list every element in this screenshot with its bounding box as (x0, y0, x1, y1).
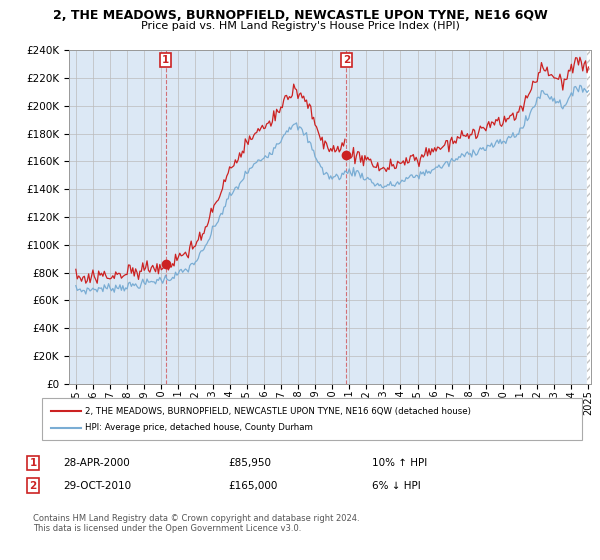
Text: 10% ↑ HPI: 10% ↑ HPI (372, 458, 427, 468)
Text: 2, THE MEADOWS, BURNOPFIELD, NEWCASTLE UPON TYNE, NE16 6QW: 2, THE MEADOWS, BURNOPFIELD, NEWCASTLE U… (53, 9, 547, 22)
Text: 1: 1 (29, 458, 37, 468)
Text: 2, THE MEADOWS, BURNOPFIELD, NEWCASTLE UPON TYNE, NE16 6QW (detached house): 2, THE MEADOWS, BURNOPFIELD, NEWCASTLE U… (85, 407, 471, 416)
Text: HPI: Average price, detached house, County Durham: HPI: Average price, detached house, Coun… (85, 423, 313, 432)
Text: 29-OCT-2010: 29-OCT-2010 (63, 480, 131, 491)
Text: 2: 2 (343, 55, 350, 65)
Text: Price paid vs. HM Land Registry's House Price Index (HPI): Price paid vs. HM Land Registry's House … (140, 21, 460, 31)
Text: 28-APR-2000: 28-APR-2000 (63, 458, 130, 468)
Text: £85,950: £85,950 (228, 458, 271, 468)
Text: 2: 2 (29, 480, 37, 491)
Bar (587, 50, 590, 384)
Text: £165,000: £165,000 (228, 480, 277, 491)
Bar (587, 50, 590, 384)
Text: Contains HM Land Registry data © Crown copyright and database right 2024.
This d: Contains HM Land Registry data © Crown c… (33, 514, 359, 534)
Text: 6% ↓ HPI: 6% ↓ HPI (372, 480, 421, 491)
Text: 1: 1 (162, 55, 169, 65)
